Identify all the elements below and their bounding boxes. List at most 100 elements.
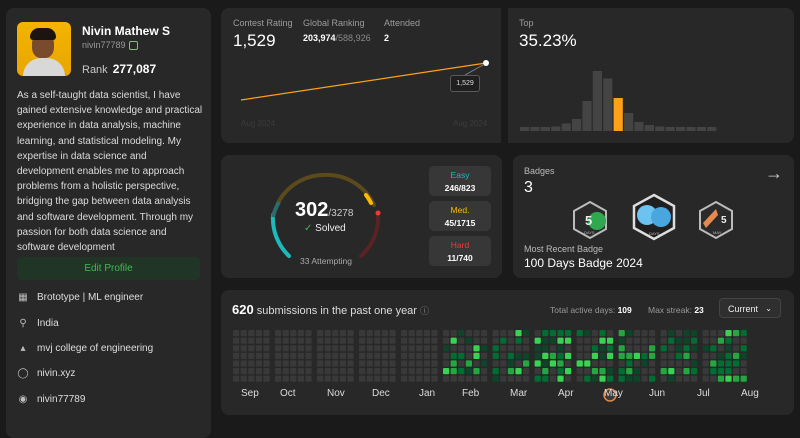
heatmap-cell[interactable] (263, 345, 270, 352)
heatmap-cell[interactable] (381, 337, 388, 344)
heatmap-cell[interactable] (473, 360, 480, 367)
heatmap-cell[interactable] (500, 368, 507, 375)
heatmap-cell[interactable] (618, 352, 625, 359)
heatmap-cell[interactable] (641, 352, 648, 359)
heatmap-cell[interactable] (473, 375, 480, 382)
heatmap-cell[interactable] (710, 337, 717, 344)
heatmap-cell[interactable] (339, 368, 346, 375)
heatmap-cell[interactable] (297, 368, 304, 375)
heatmap-cell[interactable] (492, 368, 499, 375)
heatmap-cell[interactable] (443, 352, 450, 359)
heatmap-cell[interactable] (423, 360, 430, 367)
heatmap-cell[interactable] (557, 352, 564, 359)
heatmap-cell[interactable] (374, 360, 381, 367)
heatmap-cell[interactable] (401, 345, 408, 352)
heatmap-cell[interactable] (473, 330, 480, 337)
heatmap-cell[interactable] (255, 360, 262, 367)
heatmap-cell[interactable] (366, 330, 373, 337)
heatmap-cell[interactable] (297, 330, 304, 337)
heatmap-cell[interactable] (255, 375, 262, 382)
heatmap-cell[interactable] (408, 337, 415, 344)
heatmap-cell[interactable] (584, 352, 591, 359)
heatmap-cell[interactable] (717, 368, 724, 375)
heatmap-cell[interactable] (507, 337, 514, 344)
heatmap-cell[interactable] (660, 345, 667, 352)
heatmap-cell[interactable] (500, 345, 507, 352)
heatmap-cell[interactable] (725, 360, 732, 367)
heatmap-cell[interactable] (507, 345, 514, 352)
heatmap-cell[interactable] (324, 368, 331, 375)
heatmap-cell[interactable] (332, 360, 339, 367)
info-text[interactable]: nivin77789 (37, 394, 86, 405)
heatmap-cell[interactable] (725, 375, 732, 382)
heatmap-cell[interactable] (641, 330, 648, 337)
heatmap-cell[interactable] (717, 330, 724, 337)
heatmap-cell[interactable] (542, 337, 549, 344)
heatmap-cell[interactable] (492, 337, 499, 344)
heatmap-cell[interactable] (473, 352, 480, 359)
heatmap-cell[interactable] (740, 368, 747, 375)
heatmap-cell[interactable] (557, 345, 564, 352)
heatmap-cell[interactable] (339, 337, 346, 344)
heatmap-cell[interactable] (683, 345, 690, 352)
heatmap-cell[interactable] (633, 368, 640, 375)
heatmap-cell[interactable] (549, 352, 556, 359)
heatmap-cell[interactable] (725, 330, 732, 337)
heatmap-cell[interactable] (290, 368, 297, 375)
heatmap-cell[interactable] (305, 360, 312, 367)
heatmap-cell[interactable] (275, 345, 282, 352)
heatmap-cell[interactable] (458, 352, 465, 359)
heatmap-cell[interactable] (381, 368, 388, 375)
heatmap-cell[interactable] (366, 337, 373, 344)
heatmap-cell[interactable] (542, 330, 549, 337)
heatmap-cell[interactable] (492, 345, 499, 352)
heatmap-cell[interactable] (240, 360, 247, 367)
heatmap-cell[interactable] (401, 360, 408, 367)
heatmap-cell[interactable] (374, 337, 381, 344)
heatmap-cell[interactable] (317, 337, 324, 344)
heatmap-cell[interactable] (359, 360, 366, 367)
heatmap-cell[interactable] (500, 352, 507, 359)
heatmap-cell[interactable] (576, 352, 583, 359)
heatmap-cell[interactable] (675, 345, 682, 352)
heatmap-cell[interactable] (515, 337, 522, 344)
heatmap-cell[interactable] (332, 375, 339, 382)
heatmap-cell[interactable] (275, 352, 282, 359)
heatmap-cell[interactable] (599, 345, 606, 352)
heatmap-cell[interactable] (374, 345, 381, 352)
heatmap-cell[interactable] (717, 337, 724, 344)
heatmap-cell[interactable] (431, 337, 438, 344)
heatmap-cell[interactable] (633, 352, 640, 359)
heatmap-cell[interactable] (481, 330, 488, 337)
heatmap-cell[interactable] (599, 375, 606, 382)
heatmap-cell[interactable] (290, 330, 297, 337)
heatmap-cell[interactable] (347, 337, 354, 344)
heatmap-cell[interactable] (431, 330, 438, 337)
heatmap-cell[interactable] (416, 375, 423, 382)
heatmap-cell[interactable] (332, 330, 339, 337)
heatmap-cell[interactable] (702, 345, 709, 352)
heatmap-cell[interactable] (702, 337, 709, 344)
heatmap-cell[interactable] (317, 345, 324, 352)
heatmap-cell[interactable] (492, 360, 499, 367)
heatmap-cell[interactable] (710, 352, 717, 359)
heatmap-cell[interactable] (305, 337, 312, 344)
heatmap-cell[interactable] (408, 345, 415, 352)
heatmap-cell[interactable] (500, 360, 507, 367)
heatmap-cell[interactable] (381, 330, 388, 337)
heatmap-cell[interactable] (591, 368, 598, 375)
heatmap-cell[interactable] (263, 352, 270, 359)
heatmap-cell[interactable] (332, 352, 339, 359)
heatmap-cell[interactable] (584, 345, 591, 352)
heatmap-cell[interactable] (733, 330, 740, 337)
heatmap-cell[interactable] (542, 360, 549, 367)
heatmap-cell[interactable] (233, 368, 240, 375)
heatmap-cell[interactable] (324, 330, 331, 337)
heatmap-cell[interactable] (523, 352, 530, 359)
heatmap-cell[interactable] (733, 337, 740, 344)
heatmap-cell[interactable] (660, 352, 667, 359)
heatmap-cell[interactable] (282, 360, 289, 367)
heatmap-cell[interactable] (450, 330, 457, 337)
heatmap-cell[interactable] (607, 375, 614, 382)
heatmap-cell[interactable] (248, 345, 255, 352)
